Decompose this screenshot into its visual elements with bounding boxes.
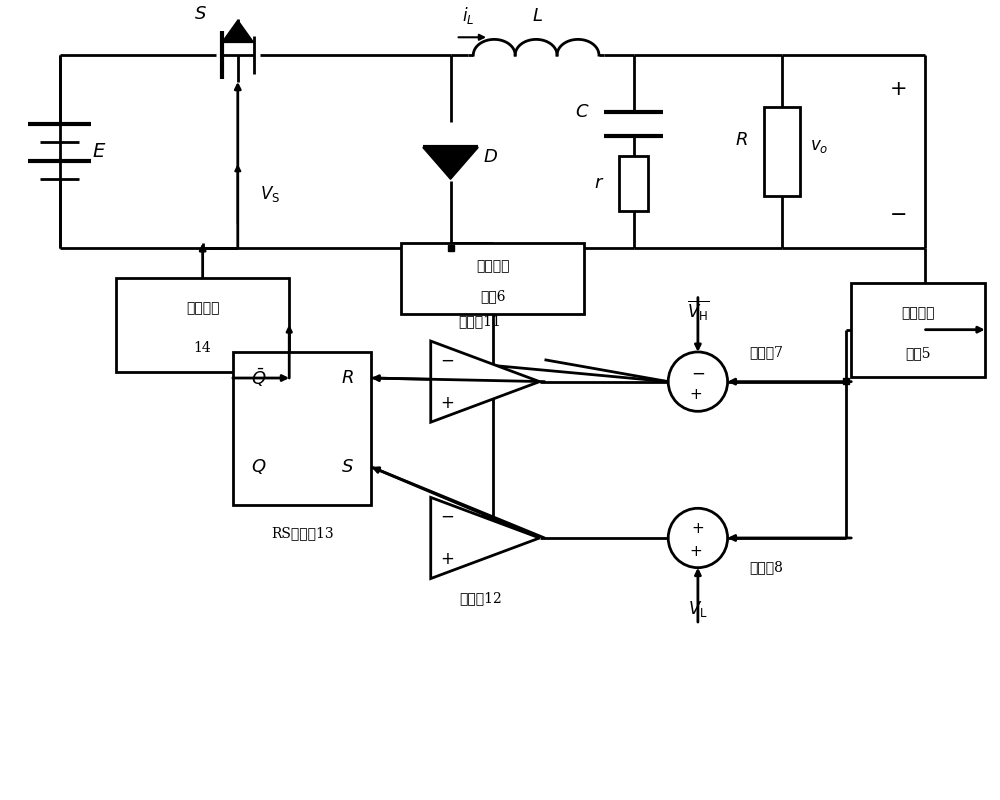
Text: $C$: $C$ xyxy=(575,103,589,121)
Bar xyxy=(401,243,584,314)
Text: $R$: $R$ xyxy=(735,130,747,149)
Text: 比较器12: 比较器12 xyxy=(459,591,502,606)
Text: 减法器7: 减法器7 xyxy=(749,345,783,359)
Text: 电路6: 电路6 xyxy=(480,290,505,303)
Text: $\bar{Q}$: $\bar{Q}$ xyxy=(251,366,266,390)
Text: $v_o$: $v_o$ xyxy=(810,138,828,155)
Text: 电流采样: 电流采样 xyxy=(476,259,509,273)
Text: $V_\mathrm{L}$: $V_\mathrm{L}$ xyxy=(688,599,708,619)
Polygon shape xyxy=(423,147,478,179)
Text: 14: 14 xyxy=(194,342,212,355)
Text: $S$: $S$ xyxy=(194,5,207,22)
Text: $D$: $D$ xyxy=(483,147,498,166)
Text: 电压采样: 电压采样 xyxy=(901,306,935,320)
Text: $V_\mathrm{S}$: $V_\mathrm{S}$ xyxy=(260,184,280,204)
Bar xyxy=(116,278,289,372)
Text: 加法器8: 加法器8 xyxy=(749,561,783,574)
Text: $L$: $L$ xyxy=(532,6,543,25)
Text: $E$: $E$ xyxy=(92,142,106,161)
Text: 比较器11: 比较器11 xyxy=(459,314,502,328)
Text: $+$: $+$ xyxy=(689,389,702,402)
Text: $-$: $-$ xyxy=(440,507,455,525)
Polygon shape xyxy=(222,20,254,42)
Text: $-$: $-$ xyxy=(440,351,455,368)
Bar xyxy=(764,107,800,196)
Text: $i_L$: $i_L$ xyxy=(462,5,475,26)
Bar xyxy=(619,155,648,211)
Text: $R$: $R$ xyxy=(341,369,354,387)
Bar xyxy=(233,352,371,506)
Text: $-$: $-$ xyxy=(691,364,705,382)
Polygon shape xyxy=(431,341,540,422)
Text: $+$: $+$ xyxy=(889,80,906,99)
Polygon shape xyxy=(431,498,540,578)
Text: $+$: $+$ xyxy=(440,395,455,412)
Text: $+$: $+$ xyxy=(689,545,702,559)
Text: 电路5: 电路5 xyxy=(905,346,931,360)
Text: $S$: $S$ xyxy=(341,458,354,476)
Circle shape xyxy=(668,508,728,568)
Text: $-$: $-$ xyxy=(889,204,906,223)
Text: $r$: $r$ xyxy=(594,174,604,192)
Text: $+$: $+$ xyxy=(440,551,455,568)
Bar xyxy=(851,282,985,377)
Text: $+$: $+$ xyxy=(691,522,704,536)
Text: $Q$: $Q$ xyxy=(251,458,266,477)
Text: 驱动电路: 驱动电路 xyxy=(186,301,219,315)
Text: $\overline{V_\mathrm{H}}$: $\overline{V_\mathrm{H}}$ xyxy=(687,298,709,322)
Circle shape xyxy=(668,352,728,411)
Text: RS触发器13: RS触发器13 xyxy=(271,526,333,540)
